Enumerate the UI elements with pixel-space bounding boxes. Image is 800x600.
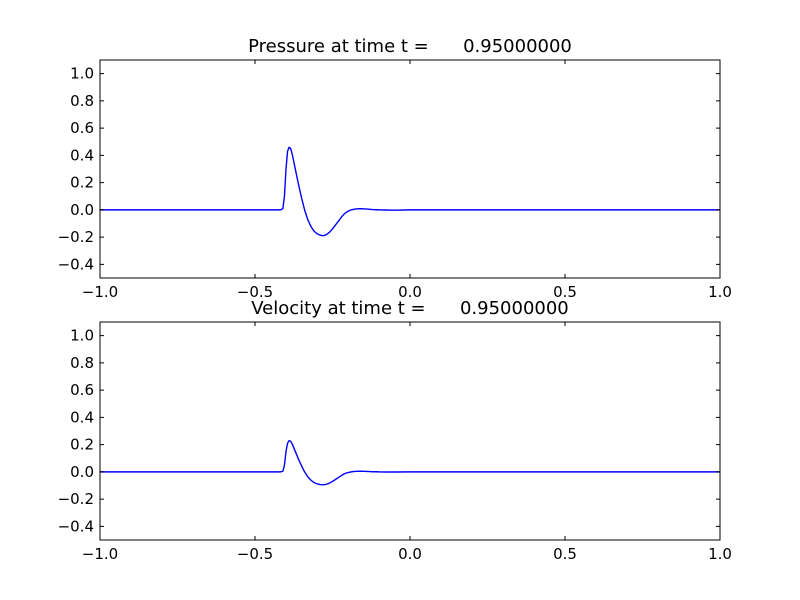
x-tick-label: 0.5 (553, 545, 577, 563)
y-tick-label: −0.4 (58, 255, 94, 273)
series-line (100, 146, 720, 237)
x-tick-label: −1.0 (82, 545, 118, 563)
x-tick-label: 0.5 (553, 283, 577, 301)
y-tick-label: −0.2 (58, 228, 94, 246)
y-tick-label: −0.4 (58, 517, 94, 535)
y-tick-label: 0.4 (70, 146, 94, 164)
x-tick-label: 1.0 (708, 545, 732, 563)
axes-frame (99, 59, 721, 279)
series-line (100, 439, 720, 486)
plot-area: −1.0 −0.5 0.0 0.5 1.0 −0.4 −0.2 0.0 0.2 0.4 0.6 0.8… (58, 322, 732, 563)
y-tick-label: 1.0 (70, 327, 94, 345)
y-tick-label: 0.2 (70, 436, 94, 454)
x-tick-label: 1.0 (708, 283, 732, 301)
y-tick-label: 0.8 (70, 354, 94, 372)
x-tick-label: −1.0 (82, 283, 118, 301)
plot-area: −1.0 −0.5 0.0 0.5 1.0 −0.4 −0.2 0.0 0.2 0.4 0.6 0.8… (58, 60, 732, 301)
x-tick-label: −0.5 (237, 545, 273, 563)
velocity-chart: Velocity at time t = 0.95000000 −1.0 −0.5… (58, 298, 732, 563)
axes-frame (99, 321, 721, 541)
y-tick-label: 1.0 (70, 65, 94, 83)
x-tick-label: 0.0 (398, 283, 422, 301)
y-tick-label: 0.2 (70, 174, 94, 192)
y-tick-label: 0.8 (70, 92, 94, 110)
y-tick-label: 0.6 (70, 119, 94, 137)
x-tick-label: 0.0 (398, 545, 422, 563)
x-tick-label: −0.5 (237, 283, 273, 301)
y-tick-label: 0.6 (70, 381, 94, 399)
chart-title: Pressure at time t = 0.95000000 (248, 36, 572, 57)
y-tick-label: 0.0 (70, 201, 94, 219)
y-tick-label: −0.2 (58, 490, 94, 508)
chart-title: Velocity at time t = 0.95000000 (251, 298, 569, 319)
y-tick-label: 0.0 (70, 463, 94, 481)
y-tick-label: 0.4 (70, 408, 94, 426)
pressure-chart: Pressure at time t = 0.95000000 −1.0 −0.5… (58, 36, 732, 301)
